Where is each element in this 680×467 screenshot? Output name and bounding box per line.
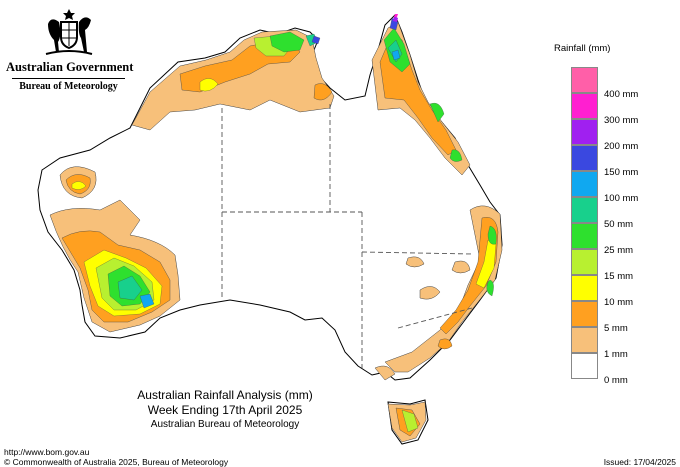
legend-title: Rainfall (mm)	[554, 43, 611, 54]
legend-swatch	[571, 171, 598, 197]
bureau-name: Bureau of Meteorology	[19, 81, 118, 92]
legend-swatch	[571, 197, 598, 223]
legend-label: 150 mm	[604, 167, 639, 178]
legend-swatch	[571, 67, 598, 93]
legend-label: 5 mm	[604, 323, 628, 334]
legend-swatch	[571, 301, 598, 327]
legend-label: 300 mm	[604, 115, 639, 126]
legend-swatch	[571, 275, 598, 301]
copyright-notice: © Commonwealth of Australia 2025, Bureau…	[4, 457, 229, 467]
map-title: Australian Rainfall Analysis (mm)	[137, 388, 313, 402]
legend-swatch	[571, 93, 598, 119]
government-logo: Australian Government Bureau of Meteorol…	[6, 8, 134, 98]
legend-label: 50 mm	[604, 219, 634, 230]
legend-label: 100 mm	[604, 193, 639, 204]
logo-divider	[12, 78, 125, 79]
legend-label: 25 mm	[604, 245, 634, 256]
map-caption: Australian Rainfall Analysis (mm) Week E…	[100, 388, 350, 432]
map-agency: Australian Bureau of Meteorology	[150, 419, 300, 430]
bom-url-link[interactable]: http://www.bom.gov.au	[4, 447, 90, 457]
legend-label: 0 mm	[604, 375, 628, 386]
legend-label: 10 mm	[604, 297, 634, 308]
legend-label: 200 mm	[604, 141, 639, 152]
legend-swatch	[571, 223, 598, 249]
legend-label: 400 mm	[604, 89, 639, 100]
coat-of-arms-icon	[45, 9, 93, 55]
legend-swatch	[571, 145, 598, 171]
legend-label: 1 mm	[604, 349, 628, 360]
rainfall-legend: 400 mm 300 mm 200 mm 150 mm 100 mm 50 mm 25 mm…	[571, 67, 661, 386]
legend-swatch	[571, 353, 598, 379]
legend-swatch	[571, 249, 598, 275]
legend-label: 15 mm	[604, 271, 634, 282]
government-name: Australian Government	[6, 60, 134, 74]
map-period: Week Ending 17th April 2025	[147, 403, 303, 417]
legend-swatch	[571, 327, 598, 353]
issued-date: Issued: 17/04/2025	[603, 457, 676, 467]
legend-swatch	[571, 119, 598, 145]
